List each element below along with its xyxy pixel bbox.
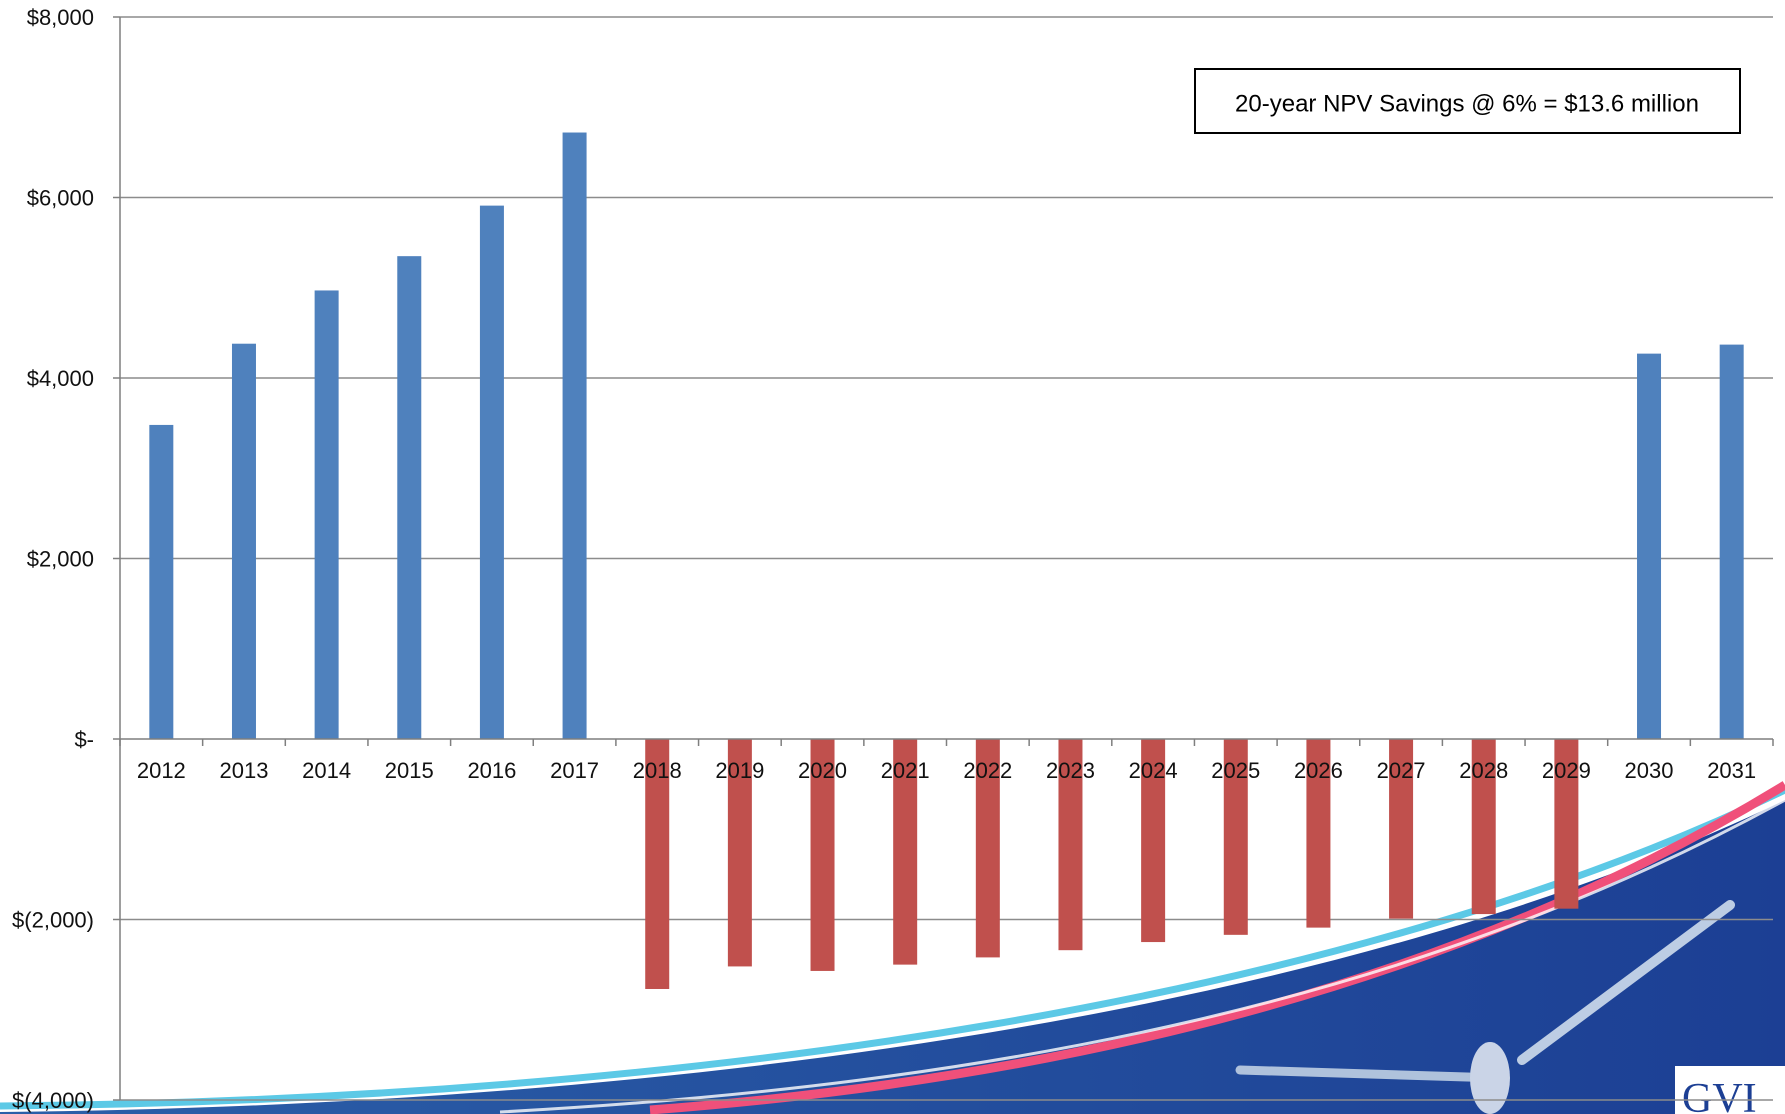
y-tick-label: $6,000 (27, 186, 94, 211)
x-tick-label: 2022 (963, 758, 1012, 783)
bar-2016 (479, 205, 504, 739)
x-tick-label: 2028 (1459, 758, 1508, 783)
bar-2020 (810, 739, 835, 971)
y-tick-label: $2,000 (27, 547, 94, 572)
x-tick-label: 2030 (1625, 758, 1674, 783)
axes (119, 17, 1774, 1100)
bar-2017 (562, 132, 587, 739)
x-tick-label: 2023 (1046, 758, 1095, 783)
bar-2027 (1389, 739, 1414, 919)
bar-2023 (1058, 739, 1083, 951)
bar-2031 (1719, 344, 1744, 739)
x-tick-label: 2017 (550, 758, 599, 783)
x-tick-label: 2031 (1707, 758, 1756, 783)
npv-annotation-text: 20-year NPV Savings @ 6% = $13.6 million (1235, 90, 1699, 117)
x-tick-label: 2012 (137, 758, 186, 783)
bar-2022 (975, 739, 1000, 958)
x-tick-label: 2024 (1129, 758, 1178, 783)
x-tick-labels: 2012 2013 2014 2015 2016 2017 2018 2019 2020 2021… (137, 758, 1756, 783)
y-tick-label: $- (74, 727, 94, 752)
bar-2014 (314, 290, 339, 739)
bar-2021 (893, 739, 918, 965)
bars (149, 132, 1744, 989)
x-tick-label: 2019 (715, 758, 764, 783)
bar-2019 (727, 739, 752, 967)
bar-2026 (1306, 739, 1331, 928)
x-tick-label: 2015 (385, 758, 434, 783)
x-tick-label: 2027 (1377, 758, 1426, 783)
x-tick-label: 2013 (219, 758, 268, 783)
x-tick-label: 2014 (302, 758, 351, 783)
logo-badge: GVI (1675, 1066, 1785, 1114)
svg-text:GVI: GVI (1682, 1076, 1757, 1114)
swoosh-blue-fill (0, 800, 1785, 1114)
bar-2025 (1223, 739, 1248, 935)
x-tick-label: 2021 (881, 758, 930, 783)
wind-turbine-icon (1235, 900, 1735, 1114)
x-tick-label: 2026 (1294, 758, 1343, 783)
x-tick-label: 2025 (1211, 758, 1260, 783)
bar-2018 (645, 739, 670, 989)
x-tick-label: 2018 (633, 758, 682, 783)
bar-2024 (1141, 739, 1166, 943)
corner-swoosh-decoration: GVI (0, 781, 1785, 1114)
bar-2013 (231, 343, 256, 739)
swoosh-pink-stripe (649, 781, 1785, 1114)
y-tick-label: $(4,000) (12, 1088, 94, 1113)
bar-2028 (1471, 739, 1496, 915)
swoosh-white-stripe (499, 798, 1785, 1114)
y-tick-label: $8,000 (27, 5, 94, 30)
bar-2030 (1637, 353, 1662, 739)
x-tick-label: 2020 (798, 758, 847, 783)
x-tick-label: 2029 (1542, 758, 1591, 783)
bar-2012 (149, 424, 174, 739)
gridlines (113, 16, 1773, 1101)
y-tick-label: $(2,000) (12, 908, 94, 933)
bar-2029 (1554, 739, 1579, 909)
npv-annotation-box: 20-year NPV Savings @ 6% = $13.6 million (1194, 68, 1741, 134)
y-tick-labels: $8,000 $6,000 $4,000 $2,000 $- $(2,000) $(4,00… (12, 5, 94, 1113)
bar-2015 (397, 256, 422, 739)
y-tick-label: $4,000 (27, 366, 94, 391)
x-tick-label: 2016 (467, 758, 516, 783)
